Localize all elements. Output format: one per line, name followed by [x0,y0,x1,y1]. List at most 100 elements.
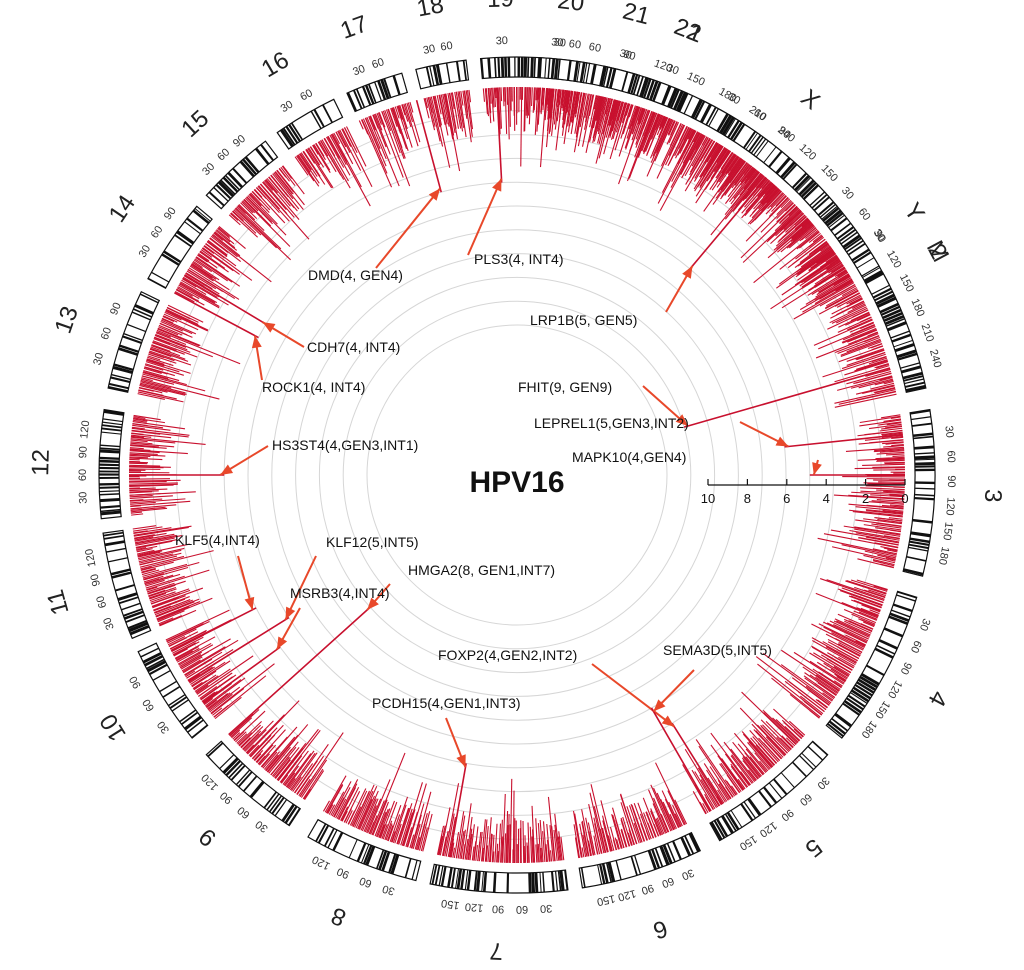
integration-bar [345,810,353,824]
integration-bar [169,629,207,650]
cytoband [239,160,255,178]
cytoband [883,627,904,638]
cytoband [602,66,609,87]
cytoband [323,828,335,847]
integration-bar [542,87,546,111]
cytoband [99,447,120,451]
integration-bar [254,188,263,198]
cytoband [826,212,844,227]
integration-bar [153,605,172,614]
integration-bar [385,823,393,841]
cytoband [103,409,124,416]
integration-bar [158,617,174,625]
integration-bar [602,820,612,852]
integration-bar [643,110,651,128]
integration-bar [129,484,174,487]
integration-bar [837,643,861,657]
integration-bar [856,579,888,591]
integration-bar [229,713,254,737]
integration-bar [365,798,382,833]
integration-bar [818,324,876,350]
integration-bar [129,495,173,499]
integration-bar [133,416,146,420]
integration-bar [870,494,905,498]
integration-bar [860,487,905,491]
integration-bar [878,421,902,426]
integration-bar [327,136,341,159]
integration-bar [693,132,700,143]
integration-bar [665,124,686,166]
cytoband [119,344,139,353]
integration-bar [758,187,779,210]
annotated-bar [228,606,371,736]
integration-bar [149,348,172,358]
integration-bar [578,92,583,111]
integration-bar [151,587,204,607]
integration-bar [678,127,692,153]
integration-bar [664,798,679,829]
integration-bar [143,566,189,581]
integration-bar [449,92,457,129]
integration-bar [740,771,752,786]
integration-bar [823,626,865,649]
cytoband [456,868,463,890]
integration-bar [143,575,164,583]
integration-bar [702,802,709,813]
integration-bar [710,172,762,236]
cytoband [281,803,295,822]
integration-bar [722,160,746,192]
integration-bar [262,181,287,210]
integration-bar [732,741,762,778]
integration-bar [487,88,492,124]
integration-bar [147,580,186,594]
integration-bar [147,355,161,361]
integration-bar [152,595,186,609]
integration-bar [340,806,349,821]
annotated-bar [683,367,891,428]
integration-bar [589,95,597,128]
integration-bar [699,801,707,814]
integration-bar [296,154,320,187]
integration-bar [863,589,886,598]
integration-bar [717,755,744,791]
integration-bar [179,282,216,304]
integration-bar [130,439,148,443]
tick-label: 30 [422,43,436,57]
integration-bar [891,444,904,447]
integration-bar [526,842,529,863]
cytoband [99,497,120,503]
integration-bar [881,425,903,430]
annotation-arrowhead [262,322,276,333]
integration-bar [818,623,866,647]
cytoband [854,683,873,697]
integration-bar [318,140,329,157]
integration-bar [333,786,351,818]
cytoband [727,120,740,139]
integration-bar [705,145,723,171]
integration-bar [620,102,626,117]
integration-bar [855,384,895,395]
integration-bar [620,819,630,847]
integration-bar [368,116,387,160]
integration-bar [143,370,180,382]
cytoband [813,196,830,212]
integration-bar [805,685,831,705]
annotation-arrowhead [276,636,288,650]
integration-bar [776,220,811,251]
integration-bar [573,92,586,153]
cytoband [432,65,440,86]
cytoband [914,445,935,450]
cytoband [123,608,143,617]
integration-bar [865,536,900,544]
integration-bar [877,518,903,524]
integration-bar [209,237,229,254]
integration-bar [182,276,218,298]
cytoband [887,321,907,332]
cytoband [179,709,197,723]
integration-bar [420,827,428,852]
integration-bar [352,790,371,827]
integration-bar [691,769,716,810]
integration-bar [796,248,833,276]
tick-label: 30 [917,617,932,633]
integration-bar [863,524,902,531]
